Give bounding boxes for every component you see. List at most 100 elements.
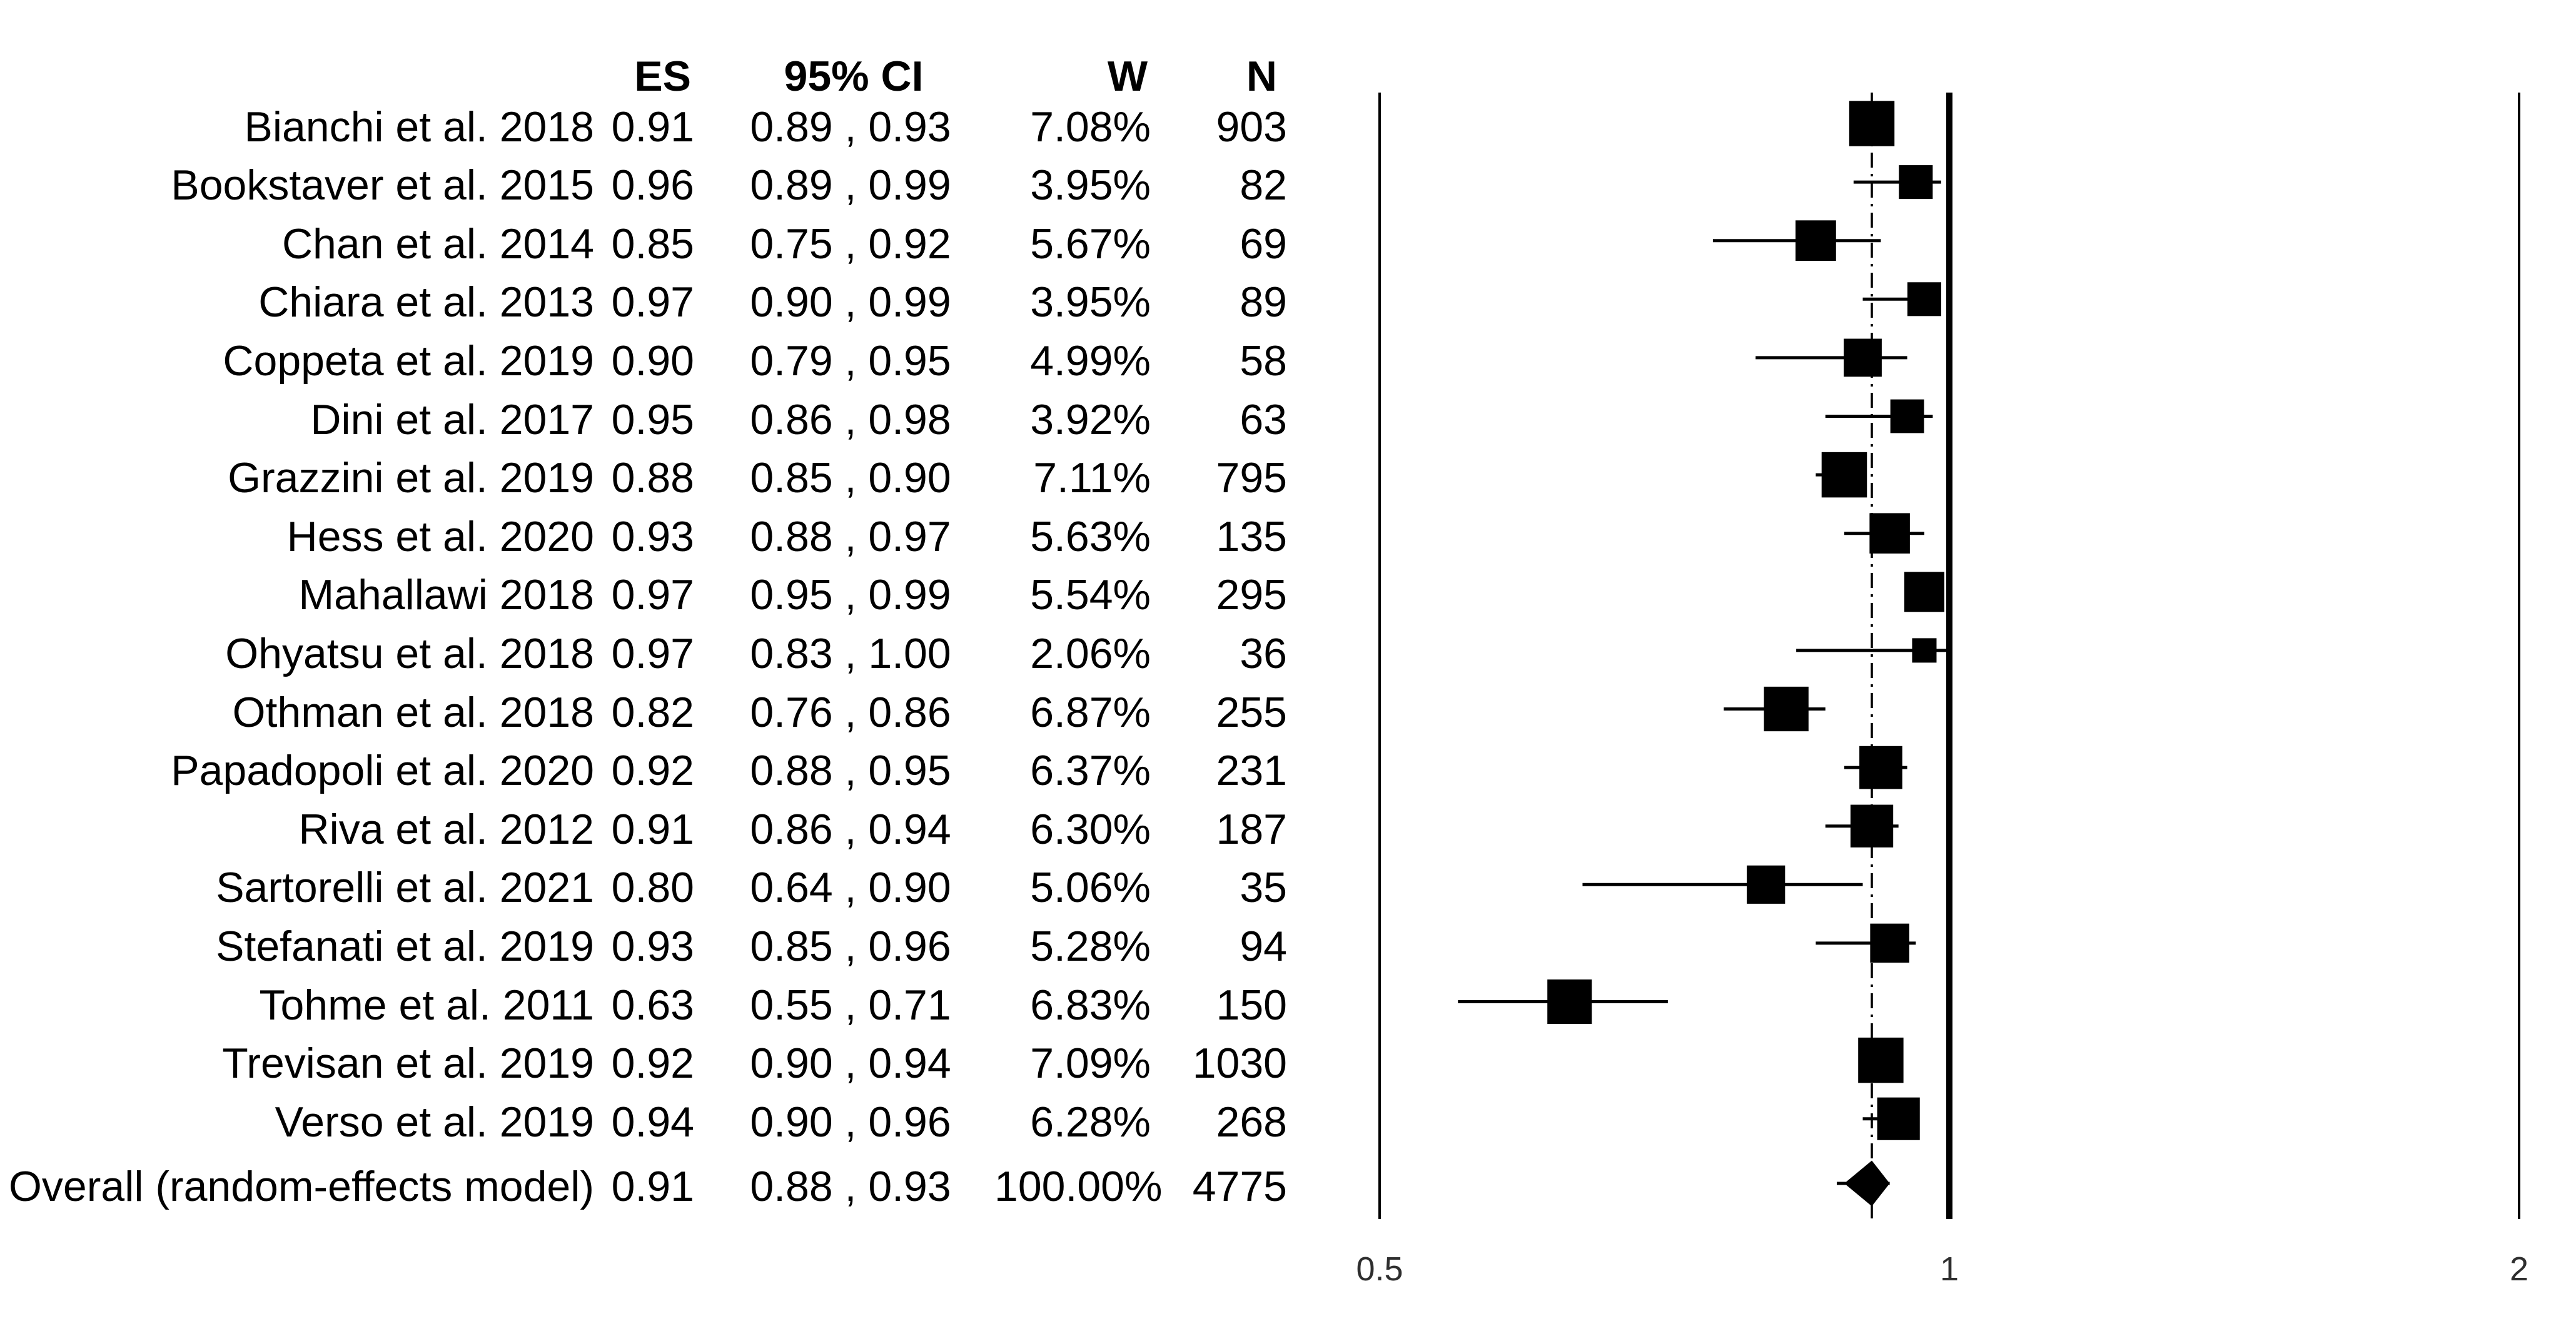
study-label: Bookstaver et al. 2015 (171, 161, 594, 210)
es-value: 0.90 (611, 337, 694, 385)
ci-value: 0.85 , 0.96 (750, 922, 951, 970)
n-value: 295 (1216, 571, 1287, 619)
n-value: 36 (1240, 629, 1287, 677)
n-value: 94 (1240, 922, 1287, 970)
es-value: 0.93 (611, 512, 694, 560)
study-label: Verso et al. 2019 (275, 1098, 594, 1146)
weight-value: 7.09% (1030, 1040, 1151, 1088)
es-square (1547, 979, 1592, 1025)
study-label: Bianchi et al. 2018 (244, 103, 594, 151)
es-value: 0.97 (611, 278, 694, 326)
es-value: 0.91 (611, 103, 694, 151)
weight-value: 3.95% (1030, 278, 1151, 326)
ci-value: 0.86 , 0.94 (750, 805, 951, 853)
es-value: 0.91 (611, 1163, 694, 1210)
n-value: 1030 (1192, 1040, 1287, 1088)
study-label: Stefanati et al. 2019 (216, 922, 594, 970)
es-value: 0.85 (611, 220, 694, 268)
study-label: Papadopoli et al. 2020 (171, 747, 594, 795)
weight-value: 6.87% (1030, 688, 1151, 736)
study-label: Chan et al. 2014 (281, 220, 594, 268)
ci-value: 0.90 , 0.96 (750, 1098, 951, 1146)
ci-value: 0.89 , 0.93 (750, 103, 951, 151)
es-square (1899, 165, 1933, 200)
weight-value: 7.08% (1030, 103, 1151, 151)
column-header-w: W (1107, 53, 1148, 100)
weight-value: 5.28% (1030, 922, 1151, 970)
es-square (1858, 1037, 1904, 1083)
study-label: Hess et al. 2020 (286, 512, 594, 560)
es-square (1849, 101, 1895, 146)
n-value: 63 (1240, 395, 1287, 443)
ci-value: 0.75 , 0.92 (750, 220, 951, 268)
es-square (1904, 572, 1944, 612)
column-header-n: N (1246, 53, 1277, 100)
es-value: 0.91 (611, 805, 694, 853)
weight-value: 5.67% (1030, 220, 1151, 268)
ci-value: 0.95 , 0.99 (750, 571, 951, 619)
ci-value: 0.89 , 0.99 (750, 161, 951, 210)
weight-value: 100.00% (994, 1163, 1163, 1210)
n-value: 69 (1240, 220, 1287, 268)
es-value: 0.96 (611, 161, 694, 210)
es-square (1850, 804, 1894, 848)
n-value: 35 (1240, 864, 1287, 912)
es-square (1747, 865, 1786, 904)
ci-value: 0.88 , 0.95 (750, 747, 951, 795)
es-value: 0.82 (611, 688, 694, 736)
study-label: Overall (random-effects model) (9, 1163, 594, 1210)
ci-value: 0.55 , 0.71 (750, 981, 951, 1029)
overall-diamond (1844, 1160, 1890, 1207)
ci-value: 0.83 , 1.00 (750, 629, 951, 677)
study-label: Grazzini et al. 2019 (228, 454, 594, 502)
n-value: 58 (1240, 337, 1287, 385)
es-square (1912, 638, 1937, 663)
es-value: 0.88 (611, 454, 694, 502)
es-square (1859, 746, 1902, 789)
study-label: Coppeta et al. 2019 (223, 337, 594, 385)
weight-value: 3.95% (1030, 161, 1151, 210)
es-value: 0.92 (611, 747, 694, 795)
es-square (1890, 399, 1924, 433)
axis-tick-label: 0.5 (1356, 1250, 1403, 1288)
es-value: 0.97 (611, 629, 694, 677)
n-value: 795 (1216, 454, 1287, 502)
n-value: 135 (1216, 512, 1287, 560)
study-label: Chiara et al. 2013 (258, 278, 594, 326)
weight-value: 5.63% (1030, 512, 1151, 560)
ci-value: 0.85 , 0.90 (750, 454, 951, 502)
study-label: Ohyatsu et al. 2018 (225, 629, 594, 677)
study-label: Sartorelli et al. 2021 (216, 864, 594, 912)
es-value: 0.95 (611, 395, 694, 443)
ci-value: 0.88 , 0.93 (750, 1163, 951, 1210)
es-square (1844, 338, 1882, 377)
n-value: 255 (1216, 688, 1287, 736)
ci-value: 0.86 , 0.98 (750, 395, 951, 443)
weight-value: 5.54% (1030, 571, 1151, 619)
weight-value: 3.92% (1030, 395, 1151, 443)
es-value: 0.92 (611, 1040, 694, 1088)
weight-value: 6.83% (1030, 981, 1151, 1029)
study-label: Riva et al. 2012 (298, 805, 594, 853)
n-value: 268 (1216, 1098, 1287, 1146)
n-value: 903 (1216, 103, 1287, 151)
weight-value: 6.28% (1030, 1098, 1151, 1146)
n-value: 150 (1216, 981, 1287, 1029)
es-square (1869, 513, 1910, 554)
es-value: 0.97 (611, 571, 694, 619)
n-value: 4775 (1192, 1163, 1287, 1210)
ci-value: 0.76 , 0.86 (750, 688, 951, 736)
study-label: Tohme et al. 2011 (259, 981, 594, 1029)
es-square (1796, 220, 1836, 261)
n-value: 89 (1240, 278, 1287, 326)
es-value: 0.80 (611, 864, 694, 912)
es-square (1907, 282, 1941, 316)
axis-tick-label: 2 (2510, 1250, 2528, 1288)
es-square (1877, 1097, 1920, 1140)
ci-value: 0.88 , 0.97 (750, 512, 951, 560)
es-square (1821, 452, 1867, 498)
es-square (1764, 686, 1809, 732)
column-header-es: ES (634, 53, 691, 100)
es-value: 0.93 (611, 922, 694, 970)
